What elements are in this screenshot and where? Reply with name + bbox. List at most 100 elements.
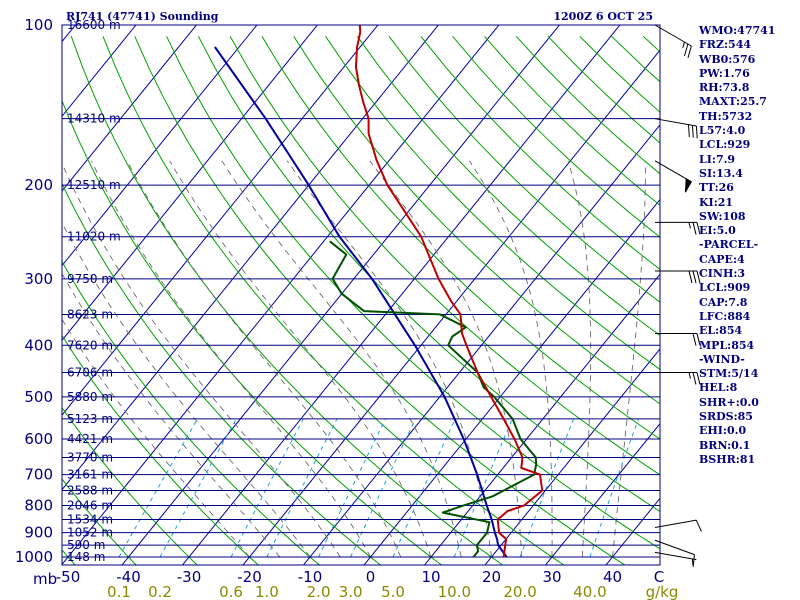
moist-adiabat [286,160,492,558]
isotherm-line [121,25,561,565]
mixing-ratio-line [392,418,456,558]
dry-adiabat [134,36,626,565]
moist-adiabat [567,160,592,557]
index-item: MPL:854 [699,338,755,352]
wind-barb [654,118,698,139]
mixing-ratio-label: 3.0 [339,583,363,600]
moist-adiabat [612,160,646,558]
mixing-ratio-label: 0.2 [148,583,172,600]
index-item: BRN:0.1 [699,438,751,452]
isotherm-line [181,25,621,565]
index-item: CAP:7.8 [699,295,748,309]
mixing-ratio-label: 1.0 [255,583,279,600]
wind-barb [655,332,701,346]
pressure-tick-label: 500 [24,388,53,406]
dry-adiabat [166,36,660,550]
pressure-tick-label: 400 [24,336,53,354]
height-label: 1052 m [67,526,113,540]
mixing-ratio-label: 0.6 [219,583,243,600]
height-label: 16600 m [67,18,121,32]
wind-barb [654,24,692,59]
isotherm-line [302,124,660,565]
dry-adiabat [420,35,660,270]
mixing-ratio-label: 40.0 [573,583,606,600]
sounding-profiles [214,25,544,558]
height-label: 12510 m [67,178,121,192]
temperature-tick-label: -50 [56,568,81,586]
dry-adiabat [325,36,660,370]
isotherm-line [363,198,660,565]
moist-adiabat [169,160,432,558]
dry-adiabat [102,36,565,565]
height-label: 9750 m [67,272,113,286]
index-item: WB0:576 [699,52,756,66]
index-item: -WIND- [699,352,745,366]
dry-adiabat [62,99,443,565]
mixing-ratio-line [589,418,639,558]
pressure-tick-label: 700 [24,466,53,484]
height-label: 14310 m [67,112,121,126]
background-grid [62,25,660,565]
temperature-axis-labels: -50 -40 -30 -20 -10 0 10 20 30 40 C [56,568,664,586]
isotherm-line [62,25,198,192]
height-label: 3770 m [67,450,113,464]
wind-barb [655,270,701,284]
index-item: BSHR:81 [699,452,756,466]
dry-adiabat [388,35,660,303]
mixing-ratio-line [230,418,304,558]
wind-barbs [654,24,702,567]
height-label: 7620 m [67,338,113,352]
mixing-ratio-labels: 0.1 0.2 0.6 1.0 2.0 3.0 5.0 10.0 20.0 40.0 g/kg [107,583,678,600]
dry-adiabat [62,406,198,565]
isotherm-line [544,422,660,565]
valid-time: 1200Z 6 OCT 25 [553,10,653,23]
temperature-tick-label: -30 [177,568,202,586]
dry-adiabat [293,36,660,405]
temperature-tick-label: 40 [603,568,622,586]
dry-adiabat [197,36,660,513]
wind-barb [654,160,693,193]
pressure-tick-label: 800 [24,496,53,514]
index-item: CAPE:4 [699,252,745,266]
height-label: 4421 m [67,432,113,446]
dry-adiabat [62,182,382,565]
temperature-trace [354,25,544,558]
plot-frame [61,24,661,566]
pressure-tick-label: 200 [24,176,53,194]
isotherm-line [484,348,660,565]
index-item: TH:5732 [699,109,753,123]
temperature-tick-label: 10 [421,568,440,586]
height-label: 590 m [67,538,105,552]
dewpoint-trace [329,240,538,558]
pressure-tick-label: 1000 [15,548,53,566]
index-item: KI:21 [699,195,734,209]
index-item: SRDS:85 [699,410,753,424]
index-item: TT:26 [699,181,734,195]
pressure-tick-label: 900 [24,524,53,542]
pressure-tick-label: 300 [24,270,53,288]
mixing-ratio-unit-label: g/kg [646,583,679,600]
mixing-ratio-label: 20.0 [503,583,536,600]
moist-adiabat [62,221,311,558]
pressure-axis-labels: 1000 900 800 700 600 500 400 300 200 100 mb [15,16,57,588]
pressure-tick-label: 600 [24,430,53,448]
isotherm-line [62,25,258,267]
index-item: LCL:909 [699,281,751,295]
moist-adiabat [221,160,462,558]
temperature-tick-label: 30 [542,568,561,586]
stability-indices-panel: WMO:47741 FRZ:544 WB0:576 PW:1.76 RH:73.8 MAX… [699,24,799,467]
moist-adiabat [90,160,371,558]
chart-title: RJ741 (47741) Sounding [66,10,219,23]
temperature-tick-label: 0 [366,568,376,586]
index-item: SW:108 [699,209,746,223]
wind-barb [654,519,702,532]
height-label: 2588 m [67,484,113,498]
moist-adiabat [126,160,402,558]
isotherm-line [62,25,379,416]
mixing-ratio-line [318,418,386,558]
moist-adiabat [369,160,523,558]
height-label: 5123 m [67,412,113,426]
wind-barb [655,372,701,385]
moist-adiabat [62,272,281,558]
